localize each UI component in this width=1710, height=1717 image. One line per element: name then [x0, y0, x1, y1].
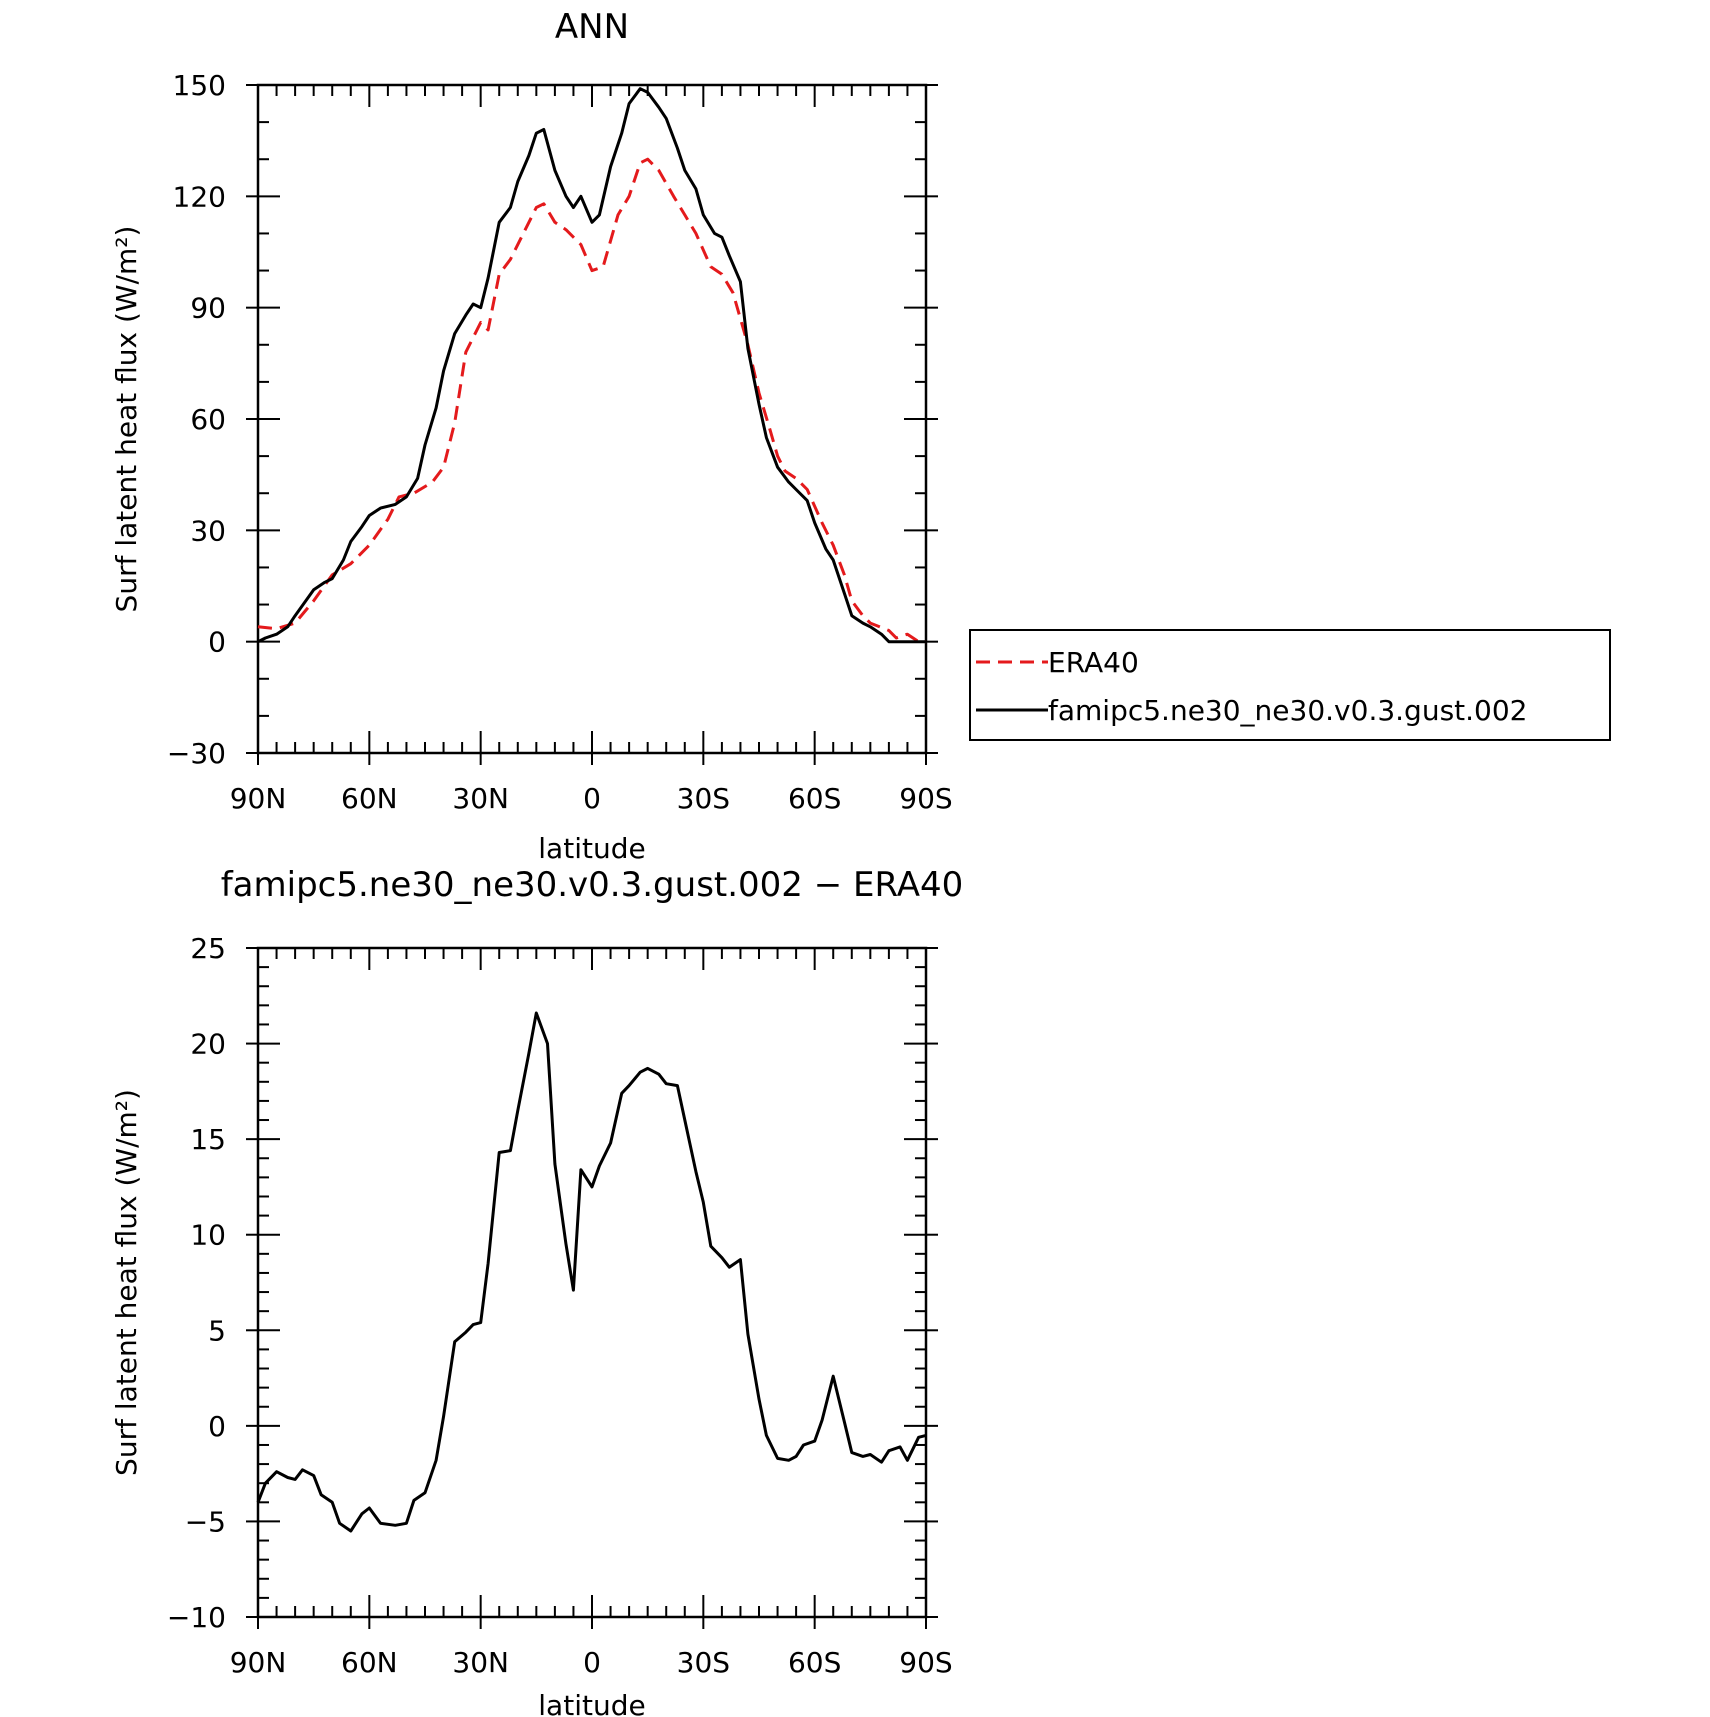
y-tick-label: 150 — [173, 69, 226, 102]
x-tick-label: 90S — [899, 782, 952, 815]
plot-frame — [256, 946, 928, 1619]
chart-title: famipc5.ne30_ne30.v0.3.gust.002 − ERA40 — [221, 865, 964, 905]
x-tick-label: 0 — [583, 782, 601, 815]
y-tick-label: 20 — [190, 1028, 226, 1061]
x-axis-title: latitude — [538, 1689, 645, 1717]
y-tick-label: 30 — [190, 514, 226, 547]
x-tick-label: 90N — [230, 1646, 287, 1679]
x-tick-label: 60S — [788, 1646, 841, 1679]
legend-label-1: famipc5.ne30_ne30.v0.3.gust.002 — [1048, 694, 1528, 727]
x-tick-label: 90S — [899, 1646, 952, 1679]
y-tick-label: −10 — [167, 1601, 226, 1634]
legend-box — [969, 629, 1611, 741]
y-tick-label: 25 — [190, 932, 226, 965]
y-tick-label: −5 — [185, 1505, 226, 1538]
y-tick-label: 15 — [190, 1123, 226, 1156]
x-tick-label: 30S — [677, 782, 730, 815]
x-tick-label: 30S — [677, 1646, 730, 1679]
x-tick-label: 30N — [452, 782, 509, 815]
y-tick-label: 120 — [173, 180, 226, 213]
x-tick-label: 0 — [583, 1646, 601, 1679]
legend-label-0: ERA40 — [1048, 646, 1139, 679]
series-line-0 — [256, 1011, 927, 1533]
y-tick-label: −30 — [167, 737, 226, 770]
x-axis-title: latitude — [538, 832, 645, 865]
panel-difference-flux: 90N 60N 30N 0 30S 60S 90S −10 −5 0 5 10 15 20 25 famipc… — [110, 865, 963, 1717]
panel-annual-flux: 90N 60N 30N 0 30S 60S 90S −30 0 30 60 90 120 150 ANN la… — [110, 7, 1611, 865]
y-tick-label: 0 — [208, 1410, 226, 1443]
x-tick-label: 60N — [341, 1646, 398, 1679]
plot-frame — [256, 83, 928, 755]
x-tick-label: 30N — [452, 1646, 509, 1679]
y-tick-label: 0 — [208, 626, 226, 659]
y-tick-label: 60 — [190, 403, 226, 436]
x-tick-label: 60N — [341, 782, 398, 815]
y-tick-label: 90 — [190, 292, 226, 325]
y-axis-title: Surf latent heat flux (W/m²) — [110, 1089, 143, 1476]
series-line-1 — [257, 87, 926, 644]
y-tick-label: 5 — [208, 1314, 226, 1347]
x-tick-label: 60S — [788, 782, 841, 815]
y-axis-title: Surf latent heat flux (W/m²) — [110, 226, 143, 613]
y-tick-label: 10 — [190, 1219, 226, 1252]
series-line-0 — [257, 157, 926, 644]
chart-title: ANN — [555, 7, 629, 47]
x-tick-label: 90N — [230, 782, 287, 815]
